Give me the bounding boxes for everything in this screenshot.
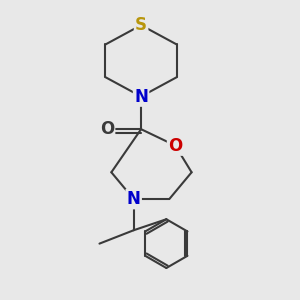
- Text: O: O: [100, 120, 114, 138]
- Text: S: S: [135, 16, 147, 34]
- Text: N: N: [127, 190, 141, 208]
- Text: N: N: [134, 88, 148, 106]
- Text: O: O: [168, 136, 182, 154]
